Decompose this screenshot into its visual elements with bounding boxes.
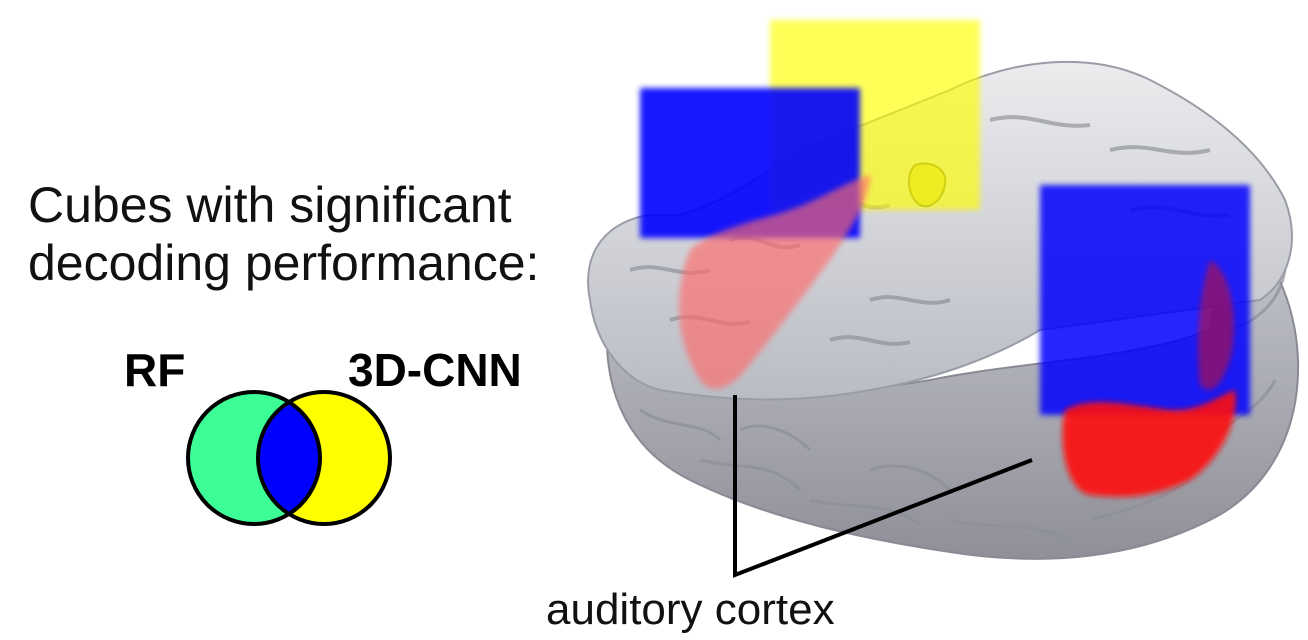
rf-label: RF (124, 344, 186, 396)
caption: Cubes with significant decoding performa… (28, 176, 539, 292)
venn-overlap (258, 392, 320, 524)
caption-line-1: Cubes with significant (28, 177, 512, 233)
venn-diagram (186, 390, 392, 526)
auditory-cortex-label: auditory cortex (546, 585, 835, 634)
brain-render-icon (587, 20, 1300, 578)
cnn-label: 3D-CNN (348, 344, 522, 396)
caption-line-2: decoding performance: (28, 235, 540, 291)
